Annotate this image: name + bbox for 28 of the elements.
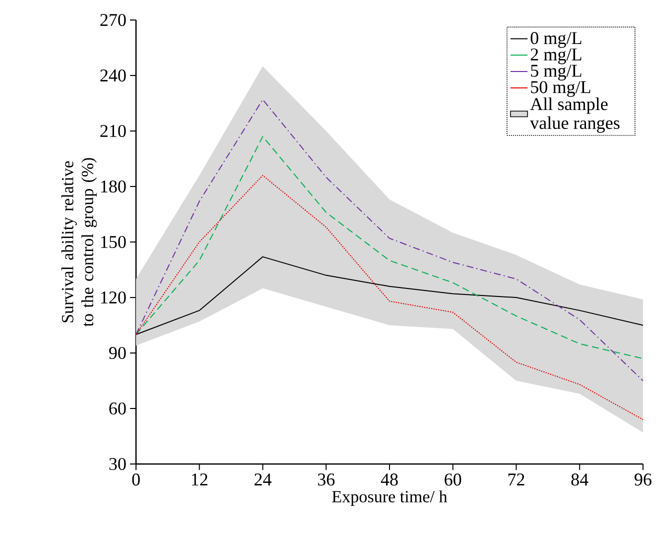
y-tick-label: 150	[101, 236, 126, 248]
y-axis-title: Survival ability relative to the control group (%)	[61, 158, 97, 326]
x-tick-label: 48	[380, 474, 398, 486]
y-tick-label: 240	[100, 69, 126, 82]
y-tick-label: 90	[109, 346, 126, 360]
line-series	[136, 99, 644, 382]
y-tick-label: 60	[109, 402, 126, 415]
x-tick-label: 0	[132, 474, 140, 486]
y-tick-label: 210	[100, 124, 126, 138]
legend-label: 5 mg/L	[531, 64, 582, 80]
y-tick-label: 120	[101, 291, 126, 304]
x-tick-label: 24	[254, 474, 272, 486]
x-tick-label: 60	[444, 474, 462, 486]
legend-label: 2 mg/L	[530, 48, 582, 64]
line-series	[136, 174, 644, 420]
legend-label: 0 mg/L	[530, 32, 582, 48]
x-tick-label: 72	[508, 474, 524, 486]
x-tick-label: 84	[571, 474, 588, 486]
legend-label: All sample value ranges	[530, 98, 620, 133]
y-tick-label: 30	[109, 458, 126, 470]
y-tick-label: 270	[100, 14, 126, 26]
legend-label: 50 mg/L	[531, 81, 590, 97]
y-tick-label: 180	[101, 180, 126, 193]
line-series	[136, 136, 644, 360]
x-tick-label: 36	[318, 474, 335, 486]
x-tick-label: 96	[634, 474, 652, 486]
x-tick-label: 12	[192, 474, 208, 486]
x-axis-title: Exposure time/ h	[332, 490, 448, 506]
